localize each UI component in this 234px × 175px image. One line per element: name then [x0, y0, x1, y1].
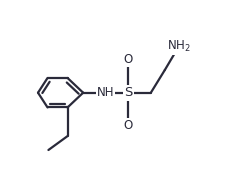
Text: NH: NH: [97, 86, 114, 99]
Text: O: O: [124, 53, 133, 66]
Text: S: S: [124, 86, 132, 99]
Text: O: O: [124, 119, 133, 132]
Text: NH$_2$: NH$_2$: [167, 39, 190, 54]
